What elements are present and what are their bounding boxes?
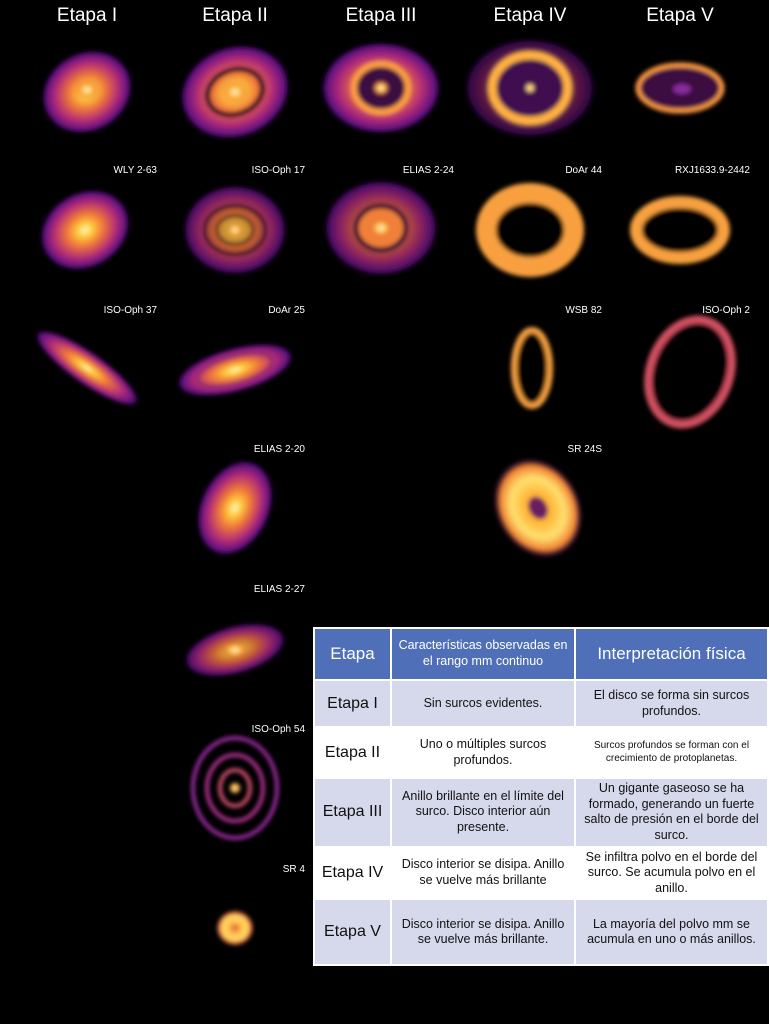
table-cell: Etapa I — [313, 679, 392, 728]
disk-label: ISO-Oph 37 — [104, 305, 158, 316]
disk-label: WLY 2-63 — [113, 165, 157, 176]
table-row: Etapa II Uno o múltiples surcos profundos… — [313, 726, 769, 779]
table-cell: Etapa IV — [313, 845, 392, 901]
header-cell: Interpretación física — [574, 627, 769, 681]
column-header: Etapa V — [646, 5, 714, 26]
disk-label: WSB 82 — [565, 305, 602, 316]
disk-images — [35, 38, 736, 946]
table-cell: Se infiltra polvo en el borde del surco.… — [574, 845, 769, 901]
column-header: Etapa III — [346, 5, 417, 26]
table-header: Etapa Características observadas en el ra… — [313, 627, 769, 681]
table-row: Etapa I Sin surcos evidentes. El disco se … — [313, 679, 769, 728]
column-header: Etapa IV — [494, 5, 567, 26]
table-cell: Etapa II — [313, 726, 392, 779]
header-cell: Características observadas en el rango m… — [390, 627, 576, 681]
disk-label: RXJ1633.9-2442 — [675, 165, 750, 176]
disk-label: DoAr 25 — [268, 305, 305, 316]
table-cell: La mayoría del polvo mm se acumula en un… — [574, 898, 769, 967]
table-cell: Uno o múltiples surcos profundos. — [390, 726, 576, 779]
table-cell: Surcos profundos se forman con el crecim… — [574, 726, 769, 779]
table-cell: Sin surcos evidentes. — [390, 679, 576, 728]
disk-label: ISO-Oph 2 — [702, 305, 750, 316]
disk-label: SR 24S — [568, 444, 603, 455]
table-cell: El disco se forma sin surcos profundos. — [574, 679, 769, 728]
table-cell: Disco interior se disipa. Anillo se vuel… — [390, 845, 576, 901]
disk-label: ELIAS 2-24 — [403, 165, 455, 176]
header-cell: Etapa — [313, 627, 392, 681]
disk-label: ISO-Oph 17 — [252, 165, 306, 176]
table-cell: Un gigante gaseoso se ha formado, genera… — [574, 777, 769, 848]
table-cell: Etapa III — [313, 777, 392, 848]
disk-label: ISO-Oph 54 — [252, 724, 306, 735]
disk-label: ELIAS 2-27 — [254, 584, 306, 595]
stage-table: Etapa Características observadas en el ra… — [313, 627, 769, 967]
table-row: Etapa III Anillo brillante en el límite d… — [313, 777, 769, 848]
column-header: Etapa II — [202, 5, 268, 26]
disk-label: DoAr 44 — [565, 165, 602, 176]
table-cell: Disco interior se disipa. Anillo se vuel… — [390, 898, 576, 967]
table-row: Etapa V Disco interior se disipa. Anillo … — [313, 898, 769, 967]
disk-label: ELIAS 2-20 — [254, 444, 306, 455]
disk-label: SR 4 — [283, 864, 306, 875]
table-row: Etapa IV Disco interior se disipa. Anillo… — [313, 845, 769, 901]
table-cell: Etapa V — [313, 898, 392, 967]
table-cell: Anillo brillante en el límite del surco.… — [390, 777, 576, 848]
column-header: Etapa I — [57, 5, 117, 26]
